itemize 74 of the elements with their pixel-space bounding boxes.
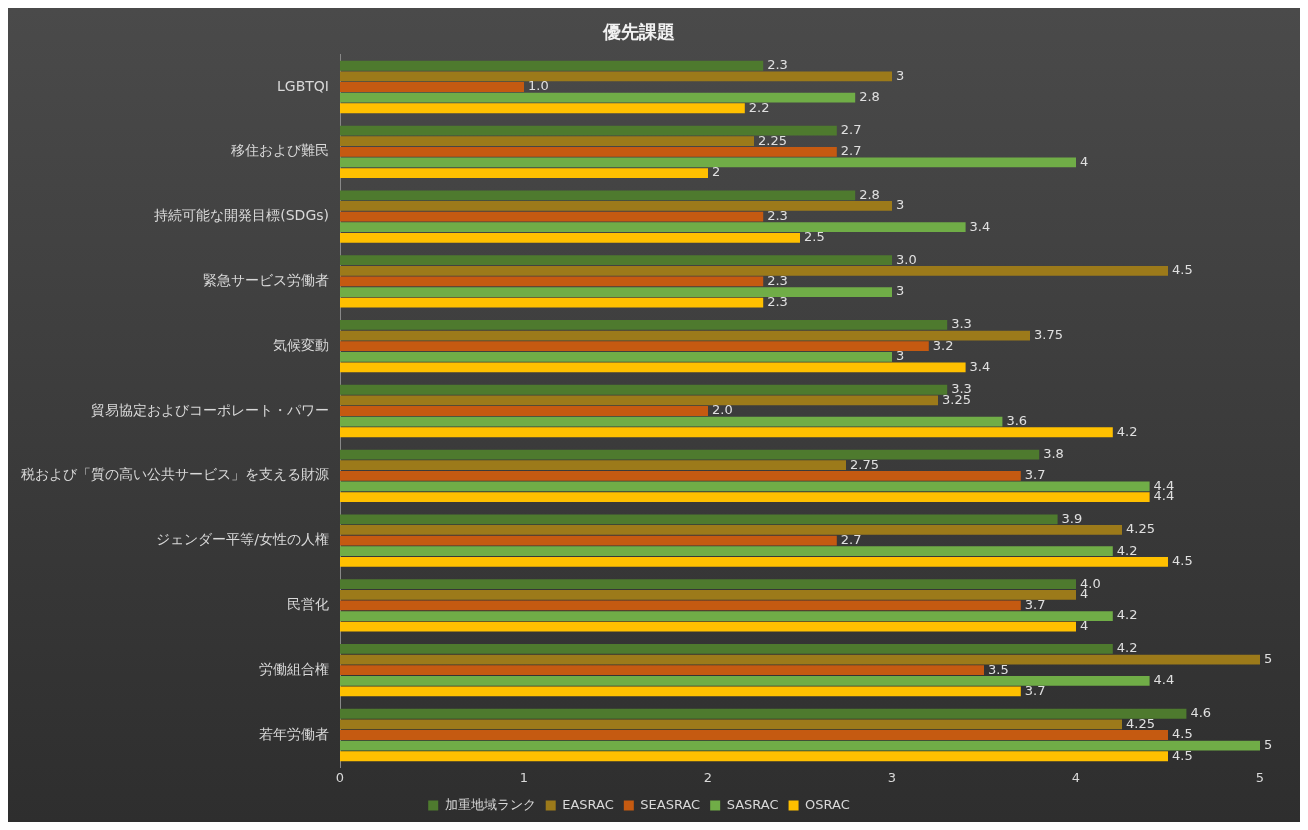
data-label: 3.5 (988, 661, 1009, 677)
legend-label: EASRAC (562, 796, 614, 812)
data-label: 3.6 (1006, 413, 1028, 428)
data-label: 3.7 (1024, 596, 1046, 612)
data-label: 2.3 (767, 272, 788, 288)
y-tick-label: 緊急サービス労働者 (203, 272, 329, 289)
data-label: 2 (712, 164, 721, 180)
data-label: 2.0 (712, 402, 733, 418)
data-label: 2.3 (767, 294, 788, 310)
data-label: 3 (896, 197, 905, 213)
data-label: 4.6 (1190, 705, 1212, 721)
data-label: 3.9 (1061, 510, 1083, 526)
y-tick-label: 民営化 (287, 596, 329, 613)
data-label: 5 (1264, 737, 1273, 752)
data-label: 4.2 (1116, 640, 1138, 656)
data-label: 2.75 (850, 456, 879, 472)
y-tick-label: 税および「質の高い公共サービス」を支える財源 (21, 466, 329, 483)
data-label: 4.4 (1153, 488, 1175, 504)
data-label: 3.75 (1034, 326, 1063, 342)
data-label: 3 (896, 348, 905, 364)
y-tick-label: ジェンダー平等/女性の人権 (156, 531, 329, 548)
y-tick-label: 若年労働者 (259, 725, 329, 742)
data-label: 2.7 (840, 531, 862, 547)
data-label: 2.7 (840, 143, 862, 159)
x-tick-label: 1 (519, 769, 529, 785)
data-label: 4.2 (1116, 423, 1138, 439)
data-label: 4.25 (1126, 521, 1155, 537)
data-label: 3 (896, 283, 905, 299)
data-label: 4 (1080, 618, 1089, 634)
y-tick-label: 移住および難民 (231, 142, 329, 159)
y-tick-label: 労働組合権 (259, 660, 329, 677)
data-label: 4.25 (1126, 715, 1155, 731)
chart-title: 優先課題 (602, 21, 675, 43)
data-label: 3 (896, 67, 905, 83)
data-label: 4.5 (1172, 726, 1193, 742)
data-label: 3.8 (1043, 445, 1064, 461)
data-label: 4.5 (1172, 553, 1193, 569)
x-tick-label: 4 (1071, 769, 1081, 785)
legend-label: SASRAC (726, 796, 779, 812)
x-tick-label: 5 (1255, 769, 1265, 785)
data-label: 2.25 (758, 132, 787, 148)
y-tick-label: 気候変動 (273, 336, 329, 353)
y-tick-label: 貿易協定およびコーポレート・パワー (91, 401, 329, 418)
legend-label: 加重地域ランク (444, 796, 536, 812)
data-label: 2.3 (767, 57, 788, 73)
data-label: 2.8 (859, 186, 880, 202)
y-tick-label: LGBTQI (277, 77, 329, 94)
legend-label: SEASRAC (640, 796, 701, 812)
data-label: 5 (1264, 650, 1273, 666)
legend-label: OSRAC (805, 796, 850, 812)
data-label: 4.5 (1172, 262, 1193, 278)
data-label: 2.7 (840, 121, 862, 137)
data-label: 3.2 (932, 337, 954, 353)
data-label: 3.0 (896, 251, 917, 267)
data-label: 4 (1080, 153, 1089, 169)
data-label: 4.2 (1116, 607, 1138, 623)
x-tick-label: 3 (887, 769, 897, 785)
data-label: 4.2 (1116, 542, 1138, 558)
data-label: 4.5 (1172, 747, 1193, 763)
data-label: 3.3 (951, 316, 972, 332)
data-label: 2.2 (748, 99, 770, 115)
data-label: 4.4 (1153, 672, 1175, 688)
data-label: 4 (1080, 586, 1089, 602)
data-label: 3.4 (969, 358, 991, 374)
data-label: 2.3 (767, 207, 788, 223)
data-label: 1.0 (528, 78, 549, 94)
data-label: 2.8 (859, 89, 880, 104)
data-label: 3.7 (1024, 467, 1046, 483)
x-tick-label: 2 (703, 769, 713, 785)
y-tick-label: 持続可能な開発目標(SDGs) (154, 207, 329, 224)
x-tick-label: 0 (335, 769, 345, 785)
data-label: 3.7 (1024, 682, 1046, 698)
data-label: 3.4 (969, 218, 991, 234)
data-label: 2.5 (804, 229, 825, 245)
